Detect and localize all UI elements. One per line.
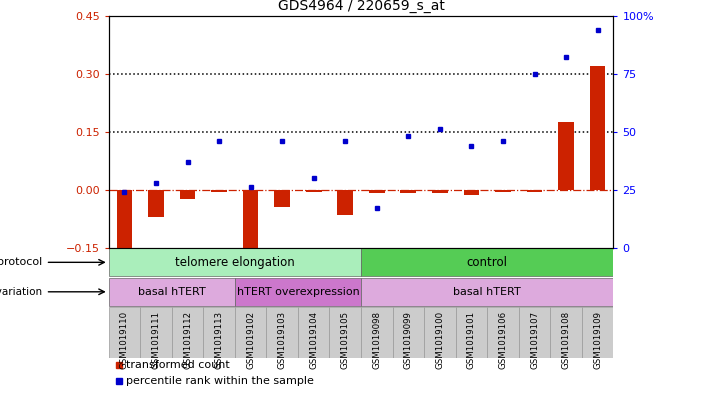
Bar xyxy=(526,189,543,191)
FancyBboxPatch shape xyxy=(393,307,424,358)
Bar xyxy=(243,189,259,263)
Bar xyxy=(116,189,132,261)
Bar xyxy=(495,189,511,191)
FancyBboxPatch shape xyxy=(487,307,519,358)
Text: GSM1019105: GSM1019105 xyxy=(341,310,350,369)
FancyBboxPatch shape xyxy=(172,307,203,358)
Text: GSM1019103: GSM1019103 xyxy=(278,310,287,369)
FancyBboxPatch shape xyxy=(203,307,235,358)
FancyBboxPatch shape xyxy=(582,307,613,358)
FancyBboxPatch shape xyxy=(109,307,140,358)
FancyBboxPatch shape xyxy=(109,277,235,306)
Text: GSM1019110: GSM1019110 xyxy=(120,310,129,369)
Text: GSM1019108: GSM1019108 xyxy=(562,310,571,369)
Text: GSM1019112: GSM1019112 xyxy=(183,310,192,369)
FancyBboxPatch shape xyxy=(140,307,172,358)
Bar xyxy=(337,189,353,215)
Text: GSM1019098: GSM1019098 xyxy=(372,310,381,369)
Title: GDS4964 / 220659_s_at: GDS4964 / 220659_s_at xyxy=(278,0,444,13)
Text: GSM1019106: GSM1019106 xyxy=(498,310,508,369)
Text: percentile rank within the sample: percentile rank within the sample xyxy=(126,376,314,386)
Text: GSM1019099: GSM1019099 xyxy=(404,310,413,369)
Bar xyxy=(148,189,164,217)
FancyBboxPatch shape xyxy=(266,307,298,358)
Bar xyxy=(369,189,385,193)
FancyBboxPatch shape xyxy=(329,307,361,358)
FancyBboxPatch shape xyxy=(298,307,329,358)
Text: GSM1019104: GSM1019104 xyxy=(309,310,318,369)
FancyBboxPatch shape xyxy=(424,307,456,358)
Text: GSM1019107: GSM1019107 xyxy=(530,310,539,369)
Bar xyxy=(211,189,227,191)
FancyBboxPatch shape xyxy=(456,307,487,358)
Text: transformed count: transformed count xyxy=(126,360,230,371)
Text: GSM1019101: GSM1019101 xyxy=(467,310,476,369)
Text: GSM1019109: GSM1019109 xyxy=(593,310,602,369)
Text: GSM1019111: GSM1019111 xyxy=(151,310,161,369)
FancyBboxPatch shape xyxy=(550,307,582,358)
Text: telomere elongation: telomere elongation xyxy=(175,256,294,269)
Bar xyxy=(179,189,196,199)
FancyBboxPatch shape xyxy=(361,248,613,277)
Bar xyxy=(400,189,416,193)
FancyBboxPatch shape xyxy=(361,307,393,358)
FancyBboxPatch shape xyxy=(109,248,361,277)
FancyBboxPatch shape xyxy=(235,277,361,306)
Text: GSM1019100: GSM1019100 xyxy=(435,310,444,369)
Text: basal hTERT: basal hTERT xyxy=(138,287,205,297)
FancyBboxPatch shape xyxy=(235,307,266,358)
Text: basal hTERT: basal hTERT xyxy=(454,287,521,297)
Bar xyxy=(558,122,574,189)
Text: control: control xyxy=(467,256,508,269)
Bar xyxy=(590,66,606,189)
FancyBboxPatch shape xyxy=(361,277,613,306)
Text: GSM1019113: GSM1019113 xyxy=(215,310,224,369)
Text: protocol: protocol xyxy=(0,257,42,267)
Bar xyxy=(306,189,322,191)
Bar xyxy=(463,189,479,195)
Text: GSM1019102: GSM1019102 xyxy=(246,310,255,369)
Text: genotype/variation: genotype/variation xyxy=(0,287,42,297)
Bar xyxy=(274,189,290,207)
Text: hTERT overexpression: hTERT overexpression xyxy=(236,287,360,297)
Bar xyxy=(432,189,448,193)
FancyBboxPatch shape xyxy=(519,307,550,358)
